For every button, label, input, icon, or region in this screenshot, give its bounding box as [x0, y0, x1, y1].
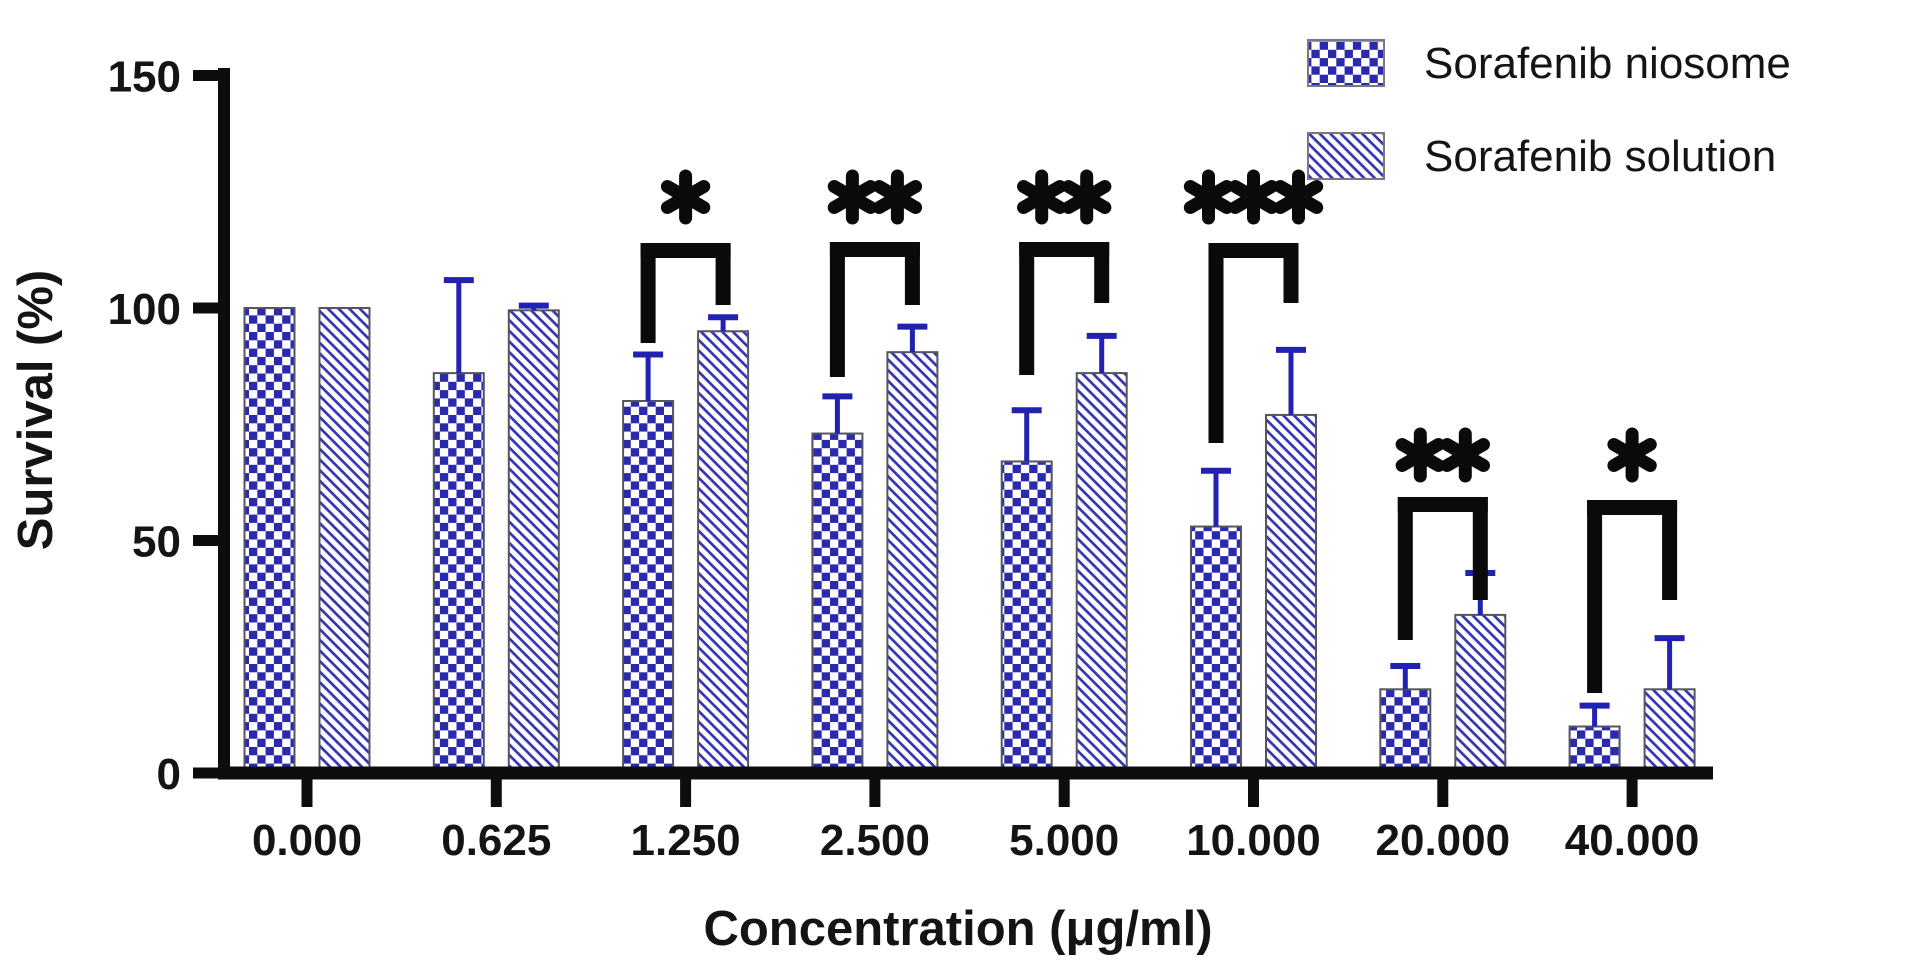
- asterisk-arm: [1607, 438, 1657, 472]
- significance-asterisk: [660, 169, 711, 225]
- significance-bracket: [829, 242, 920, 377]
- y-tick-label: 0: [157, 750, 181, 799]
- bracket-left-leg: [1208, 243, 1224, 443]
- bracket-right-leg: [1472, 497, 1488, 600]
- significance-asterisk: [1273, 169, 1324, 225]
- bar-niosome-0.625: [432, 372, 485, 774]
- significance-bracket: [1019, 242, 1110, 375]
- bracket-top: [829, 242, 920, 257]
- asterisk-arm: [872, 180, 923, 214]
- bracket-left-leg: [1397, 497, 1413, 640]
- asterisk-arm: [1183, 180, 1234, 214]
- bracket-top: [1208, 243, 1299, 258]
- y-tick-label: 150: [108, 53, 181, 102]
- significance-asterisk: [1607, 427, 1657, 483]
- bar-niosome-0.000: [243, 307, 296, 774]
- legend-label-solution: Sorafenib solution: [1424, 132, 1776, 181]
- x-tick-label: 0.000: [252, 816, 362, 865]
- significance-layer: [640, 169, 1678, 693]
- bar-niosome-10.000: [1190, 525, 1242, 774]
- significance-asterisk: [1017, 169, 1067, 225]
- bracket-right-leg: [1094, 242, 1110, 303]
- legend-swatch-checker-icon: [1307, 39, 1385, 87]
- x-tick-label: 40.000: [1565, 816, 1700, 865]
- asterisk-arm: [1440, 438, 1490, 472]
- bracket-right-leg: [1283, 243, 1299, 303]
- bar-solution-40.000: [1643, 688, 1696, 774]
- y-tick-label: 50: [132, 518, 181, 567]
- bracket-left-leg: [829, 242, 845, 377]
- bracket-left-leg: [1019, 242, 1035, 375]
- y-tick-label: 100: [108, 285, 181, 334]
- x-tick-label: 20.000: [1376, 816, 1511, 865]
- legend-label-niosome: Sorafenib niosome: [1424, 39, 1791, 88]
- bar-niosome-1.250: [622, 400, 675, 774]
- bars-layer: [243, 307, 1696, 775]
- x-tick-label: 2.500: [820, 816, 930, 865]
- asterisk-arm: [1395, 438, 1445, 472]
- significance-bracket: [1208, 243, 1299, 443]
- significance-asterisk: [1183, 169, 1234, 225]
- significance-asterisk: [1395, 427, 1445, 483]
- x-tick-label: 5.000: [1009, 816, 1119, 865]
- asterisk-arm: [1062, 180, 1112, 214]
- significance-bracket: [1587, 500, 1678, 693]
- significance-bracket: [1397, 497, 1488, 640]
- bracket-left-leg: [1587, 500, 1603, 693]
- bar-solution-1.250: [697, 330, 750, 774]
- bar-solution-5.000: [1075, 372, 1128, 774]
- asterisk-arm: [827, 180, 878, 214]
- bracket-right-leg: [1662, 500, 1678, 600]
- bar-niosome-40.000: [1568, 725, 1621, 774]
- bar-solution-10.000: [1265, 413, 1317, 774]
- asterisk-arm: [1017, 180, 1067, 214]
- axes-layer: 0 50 100 150 0.000 0.625 1.250 2.500 5.000 10.000…: [108, 53, 1713, 865]
- legend-swatch-hatch-icon: [1307, 132, 1385, 180]
- significance-asterisk: [872, 169, 923, 225]
- x-tick-label: 1.250: [631, 816, 741, 865]
- bar-solution-0.625: [507, 309, 560, 774]
- bar-solution-0.000: [318, 307, 371, 774]
- bracket-top: [1019, 242, 1110, 257]
- bar-niosome-2.500: [811, 432, 864, 774]
- bar-solution-2.500: [886, 351, 939, 774]
- bracket-right-leg: [715, 243, 731, 305]
- bracket-top: [1587, 500, 1678, 515]
- bar-niosome-5.000: [1000, 460, 1053, 774]
- bracket-left-leg: [640, 243, 656, 343]
- significance-asterisk: [827, 169, 878, 225]
- asterisk-arm: [1228, 180, 1279, 214]
- bar-niosome-20.000: [1379, 688, 1432, 774]
- bracket-top: [640, 243, 731, 258]
- significance-asterisk: [1440, 427, 1490, 483]
- legend: Sorafenib niosome Sorafenib solution: [1307, 39, 1791, 181]
- x-tick-label: 10.000: [1186, 816, 1321, 865]
- bracket-top: [1397, 497, 1488, 512]
- asterisk-arm: [660, 180, 711, 214]
- significance-asterisk: [1062, 169, 1112, 225]
- bar-solution-20.000: [1454, 613, 1507, 775]
- x-tick-label: 0.625: [441, 816, 551, 865]
- bracket-right-leg: [904, 242, 920, 305]
- significance-asterisk: [1228, 169, 1279, 225]
- x-axis-title: Concentration (μg/ml): [703, 902, 1212, 956]
- significance-bracket: [640, 243, 731, 343]
- y-axis-title: Survival (%): [9, 270, 63, 550]
- asterisk-arm: [1273, 180, 1324, 214]
